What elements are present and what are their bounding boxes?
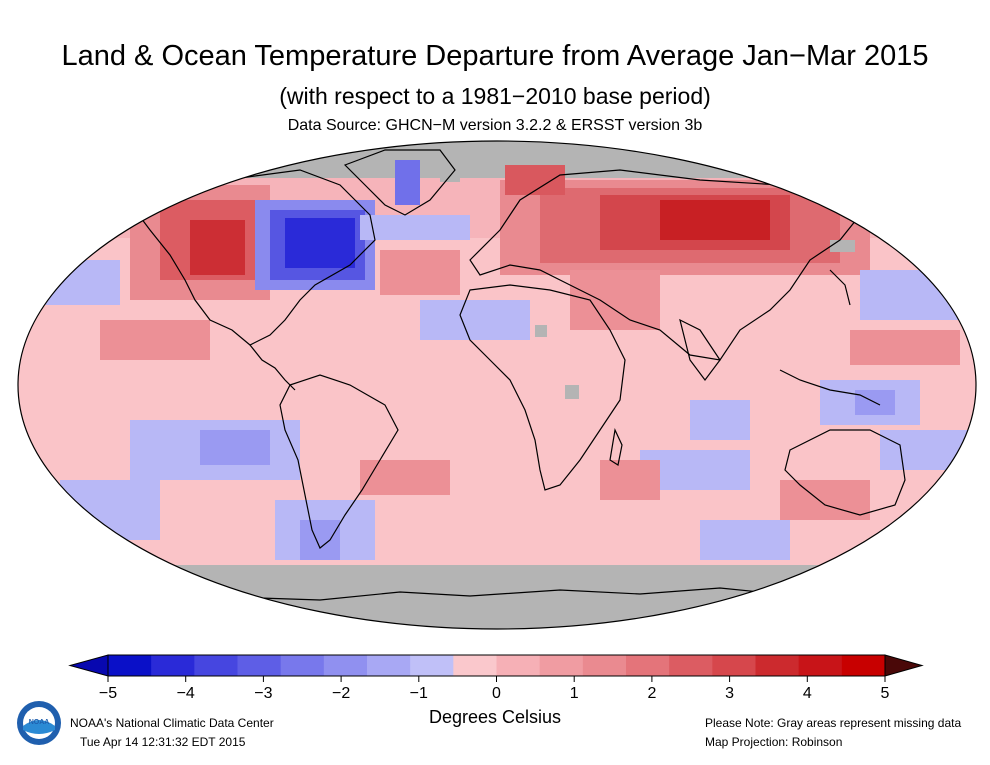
legend-cell — [539, 655, 584, 676]
warm-patches — [100, 250, 960, 520]
footer-missing-note: Please Note: Gray areas represent missin… — [705, 716, 962, 730]
footer-agency: NOAA's National Climatic Data Center — [70, 716, 274, 730]
noaa-logo: NOAA — [17, 701, 61, 745]
legend-tick-label: −1 — [410, 685, 428, 702]
legend-arrow-high — [884, 654, 924, 677]
globe-outline — [17, 140, 977, 630]
cool-patches-strong — [200, 390, 895, 560]
japan-coast — [829, 269, 851, 306]
australia-coast — [784, 429, 906, 516]
noaa-logo-text: NOAA — [29, 719, 50, 726]
legend-tick-label: 0 — [492, 685, 501, 702]
legend-cell — [237, 655, 282, 676]
legend-cell — [798, 655, 843, 676]
legend-cell — [841, 655, 886, 676]
footer-projection: Map Projection: Robinson — [705, 735, 843, 749]
legend-cell — [626, 655, 670, 676]
legend-cell — [453, 655, 497, 676]
legend-cell — [712, 655, 756, 676]
coastlines — [134, 149, 906, 609]
legend-arrow-low — [68, 654, 109, 677]
legend-cell — [496, 655, 541, 676]
legend-units-label: Degrees Celsius — [428, 707, 562, 727]
eastern-north-america-cold-anomaly — [255, 160, 420, 290]
legend-ticks: −5 −4 −3 −2 −1 0 1 2 3 4 5 — [99, 676, 890, 702]
legend-cell — [582, 655, 627, 676]
south-america-coast — [279, 374, 399, 549]
legend-tick-label: −2 — [332, 685, 350, 702]
legend-cell — [755, 655, 800, 676]
legend-cell — [194, 655, 238, 676]
africa-coast — [459, 284, 626, 491]
legend-cell — [323, 655, 368, 676]
data-source: Data Source: GHCN−M version 3.2.2 & ERSS… — [287, 117, 703, 134]
eurasia-coast — [469, 169, 861, 361]
legend-tick-label: −3 — [254, 685, 272, 702]
legend-cell — [367, 655, 411, 676]
footer-timestamp: Tue Apr 14 12:31:32 EDT 2015 — [80, 735, 246, 749]
greenland-coast — [343, 149, 456, 216]
north-america-coast — [134, 169, 376, 346]
legend-cell — [669, 655, 713, 676]
legend-tick-label: 3 — [725, 685, 734, 702]
legend-cell — [151, 655, 195, 676]
legend-tick-label: 5 — [881, 685, 890, 702]
southeast-asia-islands — [779, 369, 881, 406]
central-america-coast — [249, 344, 296, 391]
legend-cells — [68, 654, 924, 677]
legend-tick-label: 4 — [803, 685, 812, 702]
india-coast — [679, 318, 721, 381]
legend-tick-label: 1 — [570, 685, 579, 702]
legend-cell — [108, 655, 152, 676]
legend-tick-label: −5 — [99, 685, 117, 702]
map-subtitle: (with respect to a 1981−2010 base period… — [279, 83, 711, 109]
legend-cell — [410, 655, 454, 676]
map-title: Land & Ocean Temperature Departure from … — [61, 40, 929, 72]
madagascar-coast — [609, 427, 623, 466]
legend-tick-label: −4 — [177, 685, 195, 702]
legend-cell — [280, 655, 325, 676]
legend-tick-label: 2 — [647, 685, 656, 702]
